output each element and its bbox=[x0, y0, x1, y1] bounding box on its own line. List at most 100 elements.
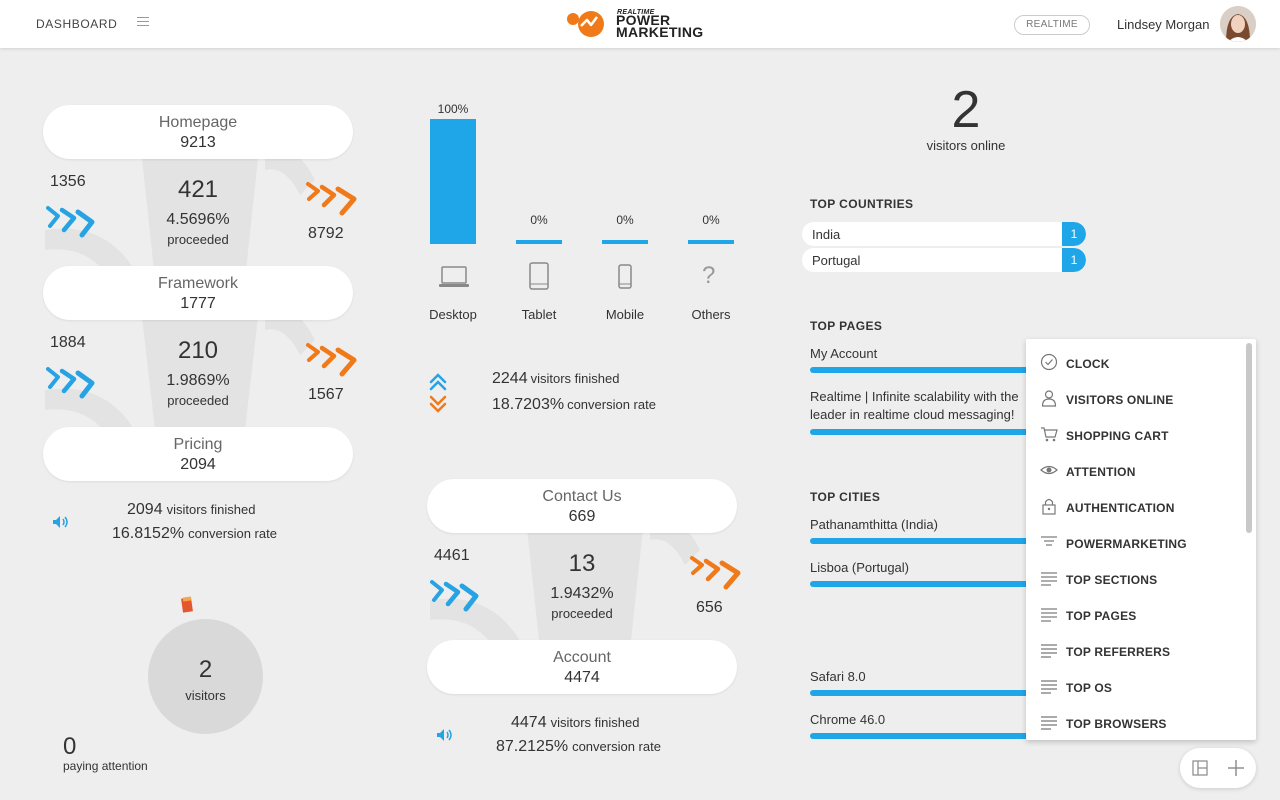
dropdown-item-visitors-online[interactable]: VISITORS ONLINE bbox=[1026, 379, 1242, 415]
step-count: 2094 bbox=[180, 456, 216, 473]
proceeded-count: 210 bbox=[177, 337, 219, 364]
funnel-step-pricing[interactable]: Pricing 2094 bbox=[43, 427, 353, 481]
finished-count: 4474 bbox=[511, 714, 547, 731]
exits-count: 8792 bbox=[308, 225, 344, 242]
dropdown-item-label: AUTHENTICATION bbox=[1066, 501, 1175, 515]
device-bar-desktop bbox=[430, 119, 476, 244]
conversion-value: 18.7203% bbox=[492, 396, 565, 413]
country-row[interactable]: Portugal 1 bbox=[802, 248, 1086, 272]
logo-word-marketing: MARKETING bbox=[616, 24, 704, 40]
power-marketing-logo[interactable]: REALTIME POWER MARKETING bbox=[565, 8, 725, 40]
exits-chevron-icon bbox=[304, 342, 360, 378]
visitors-bubble[interactable]: 2 visitors bbox=[148, 619, 263, 734]
dropdown-item-label: POWERMARKETING bbox=[1066, 537, 1187, 551]
dropdown-item-shopping-cart[interactable]: SHOPPING CART bbox=[1026, 415, 1242, 451]
layout-icon[interactable] bbox=[1192, 760, 1208, 776]
browser-bar bbox=[810, 733, 1040, 739]
funnel-conversion: 87.2125% conversion rate bbox=[496, 738, 661, 756]
speaker-icon[interactable] bbox=[52, 515, 70, 529]
device-percent: 0% bbox=[616, 213, 634, 227]
funnel-finished: 2094 visitors finished bbox=[127, 501, 255, 519]
dropdown-item-clock[interactable]: CLOCK bbox=[1026, 343, 1242, 379]
device-label: Tablet bbox=[521, 307, 557, 322]
dashboard-title[interactable]: DASHBOARD bbox=[36, 17, 118, 31]
dropdown-item-top-sections[interactable]: TOP SECTIONS bbox=[1026, 559, 1242, 595]
city-name[interactable]: Pathanamthitta (India) bbox=[810, 517, 938, 532]
step-name: Homepage bbox=[158, 114, 238, 131]
proceeded-count: 421 bbox=[177, 176, 219, 203]
proceeded-percent: 1.9869% bbox=[166, 372, 230, 389]
exits-count: 656 bbox=[696, 599, 723, 616]
dropdown-item-top-browsers[interactable]: TOP BROWSERS bbox=[1026, 703, 1242, 739]
list-icon bbox=[1040, 605, 1058, 623]
country-row[interactable]: India 1 bbox=[802, 222, 1086, 246]
question-mark-icon: ? bbox=[702, 262, 716, 289]
dropdown-item-top-referrers[interactable]: TOP REFERRERS bbox=[1026, 631, 1242, 667]
browser-name[interactable]: Chrome 46.0 bbox=[810, 712, 886, 727]
funnel-step-homepage[interactable]: Homepage 9213 bbox=[43, 105, 353, 159]
avatar[interactable] bbox=[1220, 6, 1256, 42]
funnel-conversion: 16.8152% conversion rate bbox=[112, 525, 277, 543]
device-label: Mobile bbox=[605, 307, 645, 322]
conversion-label: conversion rate bbox=[188, 526, 277, 541]
visitors-label: visitors bbox=[185, 688, 226, 703]
top-header: DASHBOARD REALTIME POWER MARKETING REALT… bbox=[0, 0, 1280, 48]
up-down-chevrons-icon bbox=[429, 373, 447, 413]
page-name[interactable]: Realtime | Infinite scalability with the bbox=[810, 389, 1019, 404]
browser-name[interactable]: Safari 8.0 bbox=[810, 669, 866, 684]
dropdown-item-top-os[interactable]: TOP OS bbox=[1026, 667, 1242, 703]
logo-mark-icon bbox=[567, 11, 604, 37]
device-label: Others bbox=[691, 307, 731, 322]
list-icon bbox=[1040, 569, 1058, 587]
top-countries-title: TOP COUNTRIES bbox=[810, 197, 914, 211]
proceeded-label: proceeded bbox=[167, 232, 229, 247]
cart-icon bbox=[1041, 427, 1058, 442]
logo-word-power: POWER bbox=[616, 12, 671, 28]
entries-count: 1884 bbox=[50, 334, 86, 351]
device-label: Desktop bbox=[429, 307, 477, 322]
dropdown-scrollbar[interactable] bbox=[1246, 343, 1252, 533]
page-name[interactable]: My Account bbox=[810, 346, 878, 361]
dropdown-item-top-pages[interactable]: TOP PAGES bbox=[1026, 595, 1242, 631]
dropdown-item-authentication[interactable]: AUTHENTICATION bbox=[1026, 487, 1242, 523]
add-widget-icon[interactable] bbox=[1228, 760, 1244, 776]
desktop-icon bbox=[439, 266, 469, 287]
finished-label: visitors finished bbox=[166, 502, 256, 517]
device-bar-others bbox=[688, 240, 734, 244]
entries-chevron-icon bbox=[46, 204, 98, 238]
shopping-bag-icon bbox=[181, 596, 193, 613]
clock-icon bbox=[1040, 353, 1058, 371]
hamburger-menu-icon[interactable] bbox=[137, 17, 149, 27]
paying-attention-count: 0 bbox=[63, 733, 77, 760]
entries-count: 4461 bbox=[434, 547, 470, 564]
widget-picker-dropdown[interactable]: CLOCK VISITORS ONLINE SHOPPING CART ATTE… bbox=[1026, 339, 1256, 740]
user-name[interactable]: Lindsey Morgan bbox=[1117, 17, 1210, 32]
conversion-label: conversion rate bbox=[572, 739, 661, 754]
funnel-step-contact-us[interactable]: Contact Us 669 bbox=[427, 479, 737, 533]
dropdown-item-attention[interactable]: ATTENTION bbox=[1026, 451, 1242, 487]
dropdown-item-powermarketing[interactable]: POWERMARKETING bbox=[1026, 523, 1242, 559]
country-name: India bbox=[812, 227, 841, 242]
floating-action-panel bbox=[1180, 748, 1256, 788]
city-name[interactable]: Lisboa (Portugal) bbox=[810, 560, 909, 575]
funnel-finished: 4474 visitors finished bbox=[511, 714, 639, 732]
tablet-icon bbox=[529, 262, 549, 290]
speaker-icon[interactable] bbox=[436, 728, 454, 742]
exits-chevron-icon bbox=[304, 181, 360, 217]
entries-chevron-icon bbox=[430, 578, 482, 612]
step-name: Contact Us bbox=[542, 488, 622, 505]
conversion-label: conversion rate bbox=[567, 397, 656, 412]
filter-icon bbox=[1041, 536, 1057, 546]
funnel-step-framework[interactable]: Framework 1777 bbox=[43, 266, 353, 320]
city-bar bbox=[810, 581, 1040, 587]
country-count: 1 bbox=[1062, 222, 1086, 246]
person-icon bbox=[1041, 390, 1057, 407]
visitors-online-label: visitors online bbox=[926, 138, 1006, 153]
dropdown-item-label: TOP PAGES bbox=[1066, 609, 1137, 623]
dropdown-item-label: VISITORS ONLINE bbox=[1066, 393, 1174, 407]
exits-chevron-icon bbox=[688, 555, 744, 591]
finished-count: 2244 bbox=[492, 370, 528, 387]
paying-attention-label: paying attention bbox=[63, 759, 148, 773]
funnel-step-account[interactable]: Account 4474 bbox=[427, 640, 737, 694]
realtime-badge[interactable]: REALTIME bbox=[1014, 15, 1090, 35]
